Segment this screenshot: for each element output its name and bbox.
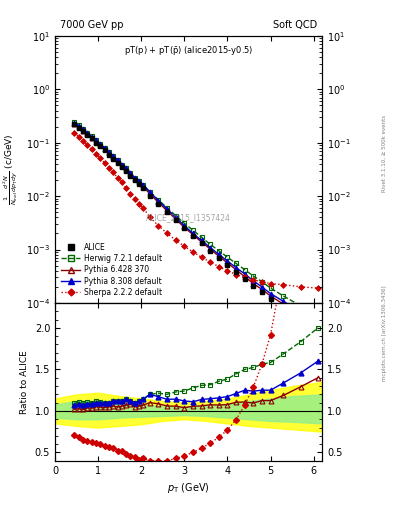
- Text: 7000 GeV pp: 7000 GeV pp: [61, 20, 124, 31]
- X-axis label: $p_{\rm T}$ (GeV): $p_{\rm T}$ (GeV): [167, 481, 210, 495]
- Text: Soft QCD: Soft QCD: [273, 20, 317, 31]
- Text: ALICE_2015_I1357424: ALICE_2015_I1357424: [146, 213, 231, 222]
- Legend: ALICE, Herwig 7.2.1 default, Pythia 6.428 370, Pythia 8.308 default, Sherpa 2.2.: ALICE, Herwig 7.2.1 default, Pythia 6.42…: [59, 241, 164, 299]
- Y-axis label: Ratio to ALICE: Ratio to ALICE: [20, 350, 29, 414]
- Y-axis label: $\frac{1}{N_{\rm inel}}\frac{d^2N}{dp_{\rm T}dy}$ (c/GeV): $\frac{1}{N_{\rm inel}}\frac{d^2N}{dp_{\…: [2, 134, 20, 205]
- Text: Rivet 3.1.10, ≥ 500k events: Rivet 3.1.10, ≥ 500k events: [382, 115, 387, 192]
- Text: pT(p) + pT($\bar{\rm p}$) (alice2015-y0.5): pT(p) + pT($\bar{\rm p}$) (alice2015-y0.…: [124, 44, 253, 57]
- Text: mcplots.cern.ch [arXiv:1306.3436]: mcplots.cern.ch [arXiv:1306.3436]: [382, 285, 387, 380]
